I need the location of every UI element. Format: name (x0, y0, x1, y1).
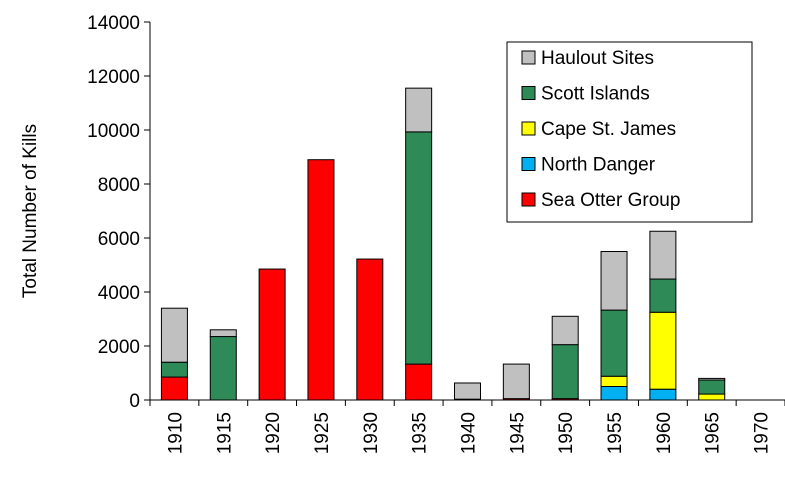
bar-segment (258, 268, 286, 401)
bar-segment (649, 311, 677, 390)
x-tick-label: 1940 (459, 412, 480, 454)
bar-segment (160, 361, 188, 378)
legend-swatch (521, 50, 536, 65)
x-tick-label: 1930 (361, 412, 382, 454)
bar-segment (698, 393, 726, 401)
bar-segment (649, 230, 677, 280)
legend-swatch (521, 86, 536, 100)
legend-swatch (521, 192, 536, 207)
bar-segment (600, 251, 628, 311)
y-tick-label: 2000 (98, 337, 140, 358)
x-tick-label: 1945 (507, 412, 528, 454)
y-tick-label: 4000 (98, 283, 140, 304)
bar-segment (698, 379, 726, 395)
y-tick-label: 10000 (87, 121, 140, 142)
bar-segment (502, 363, 530, 400)
legend-label: North Danger (541, 155, 656, 176)
bar-segment (356, 258, 384, 401)
y-tick-label: 14000 (87, 13, 140, 34)
legend-swatch (521, 121, 536, 136)
bar-segment (454, 382, 481, 400)
y-axis-label: Total Number of Kills (20, 124, 41, 298)
x-tick-label: 1970 (752, 412, 773, 454)
bar-segment (405, 131, 433, 365)
bar-segment (600, 386, 628, 401)
bar-segment (405, 87, 433, 133)
y-tick-label: 6000 (98, 229, 140, 250)
legend-swatch (521, 157, 536, 171)
bar-segment (160, 307, 188, 363)
bar-segment (160, 376, 188, 401)
x-tick-label: 1950 (556, 412, 577, 454)
legend-label: Sea Otter Group (541, 190, 680, 211)
x-tick-label: 1920 (263, 412, 284, 454)
y-tick-label: 12000 (87, 67, 140, 88)
bar-segment (698, 377, 726, 381)
bar-segment (600, 309, 628, 377)
legend-box (506, 41, 753, 223)
y-tick-label: 0 (129, 391, 140, 412)
bar-segment (649, 388, 677, 401)
bar-segment (600, 375, 628, 387)
x-tick-label: 1915 (214, 412, 235, 454)
bar-segment (551, 315, 579, 346)
x-tick-label: 1965 (703, 412, 724, 454)
x-tick-label: 1910 (165, 412, 186, 454)
legend-label: Cape St. James (541, 119, 676, 140)
x-tick-label: 1925 (312, 412, 333, 454)
bar-segment (307, 159, 335, 401)
legend-label: Scott Islands (541, 84, 650, 105)
bar-segment (405, 363, 433, 401)
y-tick-label: 8000 (98, 175, 140, 196)
bar-segment (649, 278, 677, 313)
bar-segment (551, 344, 579, 400)
x-tick-label: 1935 (410, 412, 431, 454)
x-tick-label: 1960 (654, 412, 675, 454)
legend-label: Haulout Sites (541, 48, 654, 69)
bar-segment (209, 336, 237, 401)
x-tick-label: 1955 (605, 412, 626, 454)
bar-segment (209, 329, 237, 338)
